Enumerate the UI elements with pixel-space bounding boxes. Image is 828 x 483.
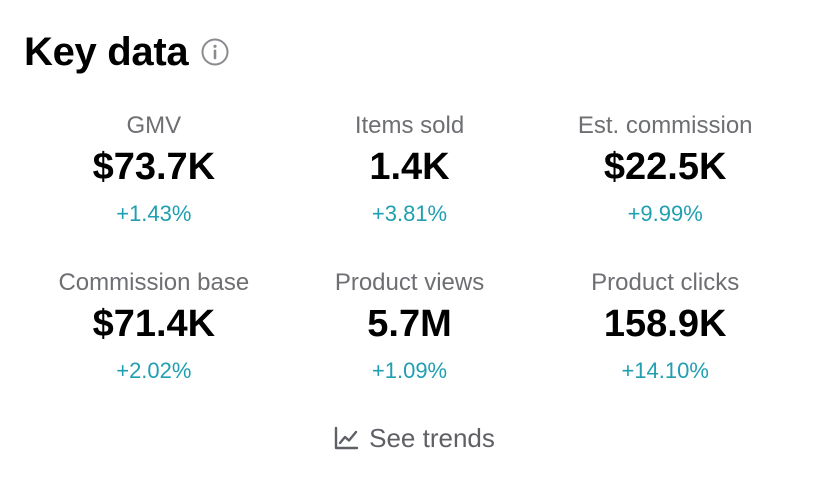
- metric-label: Est. commission: [577, 112, 753, 139]
- metric-label: Items sold: [354, 112, 465, 139]
- metric-value: 1.4K: [369, 146, 450, 188]
- metrics-row: GMV $73.7K +1.43% Items sold 1.4K +3.81%…: [0, 110, 828, 267]
- metric-commission-base: Commission base $71.4K +2.02%: [26, 267, 282, 424]
- line-chart-icon: [333, 425, 359, 451]
- page-title: Key data: [24, 30, 189, 74]
- metric-gmv: GMV $73.7K +1.43%: [26, 110, 282, 267]
- metric-change: +1.09%: [371, 358, 448, 383]
- metric-label: Product clicks: [591, 269, 740, 296]
- metric-product-views: Product views 5.7M +1.09%: [282, 267, 538, 424]
- metric-value: 158.9K: [603, 303, 727, 345]
- metric-label: Product views: [334, 269, 485, 296]
- metric-est-commission: Est. commission $22.5K +9.99%: [537, 110, 793, 267]
- metric-value: $73.7K: [92, 146, 216, 188]
- info-icon[interactable]: [200, 37, 230, 67]
- metric-value: 5.7M: [367, 303, 452, 345]
- metric-label: GMV: [126, 112, 182, 139]
- metric-change: +1.43%: [116, 201, 192, 226]
- metric-change: +9.99%: [627, 201, 703, 226]
- metric-product-clicks: Product clicks 158.9K +14.10%: [537, 267, 793, 424]
- metric-label: Commission base: [58, 269, 250, 296]
- metric-change: +3.81%: [371, 201, 448, 226]
- metric-value: $71.4K: [92, 303, 216, 345]
- metric-change: +14.10%: [621, 358, 709, 383]
- see-trends-label: See trends: [369, 423, 495, 453]
- metric-value: $22.5K: [603, 146, 727, 188]
- see-trends-button[interactable]: See trends: [333, 420, 495, 456]
- metrics-grid: GMV $73.7K +1.43% Items sold 1.4K +3.81%…: [0, 110, 828, 424]
- metric-change: +2.02%: [116, 358, 192, 383]
- key-data-header: Key data: [24, 26, 230, 78]
- metric-items-sold: Items sold 1.4K +3.81%: [282, 110, 538, 267]
- trends-bar: See trends: [0, 420, 828, 456]
- metrics-row: Commission base $71.4K +2.02% Product vi…: [0, 267, 828, 424]
